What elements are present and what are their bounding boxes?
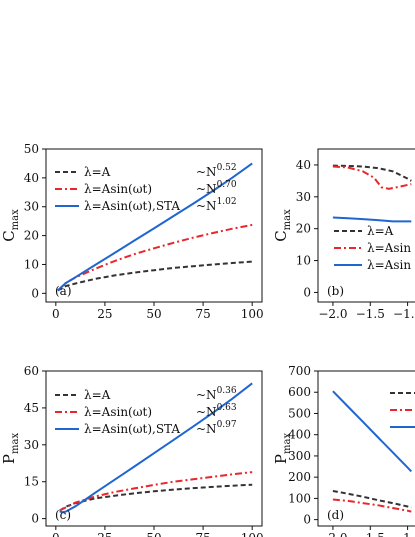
x-tick-label-c-2: 50	[146, 531, 161, 537]
x-tick-label-d-0: −2.0	[318, 531, 347, 537]
chart-panel-a: 0 25 50 75 100 0 10 20 30 40 50 Cmax (a) λ=A ~N0.52 λ=A…	[0, 142, 264, 321]
y-tick-label-c-3: 45	[24, 401, 39, 415]
legend-label-a-0: λ=A	[84, 165, 111, 179]
y-tick-label-c-2: 30	[24, 438, 39, 452]
series-line-a-2	[57, 162, 253, 292]
y-tick-label-b-4: 40	[296, 158, 311, 172]
y-tick-label-a-1: 10	[24, 257, 39, 271]
y-tick-label-b-2: 20	[296, 222, 311, 236]
x-tick-label-b-0: −2.0	[318, 307, 347, 321]
legend-label-c-2: λ=Asin(ωt),STA	[84, 422, 180, 436]
legend-label-a-2: λ=Asin(ωt),STA	[84, 199, 180, 213]
series-line-a-1	[57, 223, 253, 292]
legend-label-c-0: λ=A	[84, 388, 111, 402]
y-axis-label-d: Pmax	[272, 433, 293, 465]
x-tick-label-a-0: 0	[52, 307, 60, 321]
x-tick-label-d-1: −1.5	[356, 531, 385, 537]
y-tick-label-b-3: 30	[296, 190, 311, 204]
x-tick-label-c-3: 75	[195, 531, 210, 537]
x-tick-label-b-2: −1.0	[393, 307, 415, 321]
series-line-b-1	[332, 165, 412, 190]
plot-frame-d	[317, 370, 415, 527]
y-tick-label-a-2: 20	[24, 229, 39, 243]
x-tick-label-c-4: 100	[241, 531, 264, 537]
y-tick-label-a-3: 30	[24, 200, 39, 214]
x-tick-label-c-1: 25	[97, 531, 112, 537]
chart-panel-d: −2.0 −1.5 −1.0 0 100 200 300 400 500 600 700 Pmax (d…	[272, 364, 415, 537]
y-tick-label-a-4: 40	[24, 171, 39, 185]
panel-label-a: (a)	[55, 284, 72, 298]
series-line-c-2	[59, 382, 253, 514]
x-tick-label-c-0: 0	[52, 531, 60, 537]
legend-scaling-c-1: ~N0.63	[196, 403, 237, 419]
series-line-d-2	[332, 390, 413, 473]
x-tick-label-d-2: −1.0	[393, 531, 415, 537]
legend-label-a-1: λ=Asin(ωt)	[84, 182, 152, 196]
x-tick-label-a-2: 50	[146, 307, 161, 321]
legend-scaling-c-2: ~N0.97	[196, 420, 237, 436]
y-tick-label-d-1: 100	[288, 491, 311, 505]
series-line-a-0	[57, 260, 253, 292]
legend-scaling-a-0: ~N0.52	[196, 163, 237, 179]
chart-panel-b: −2.0 −1.5 −1.0 0 10 20 30 40 Cmax (b) λ=A λ=Asin λ=A…	[272, 148, 415, 321]
x-tick-label-a-3: 75	[195, 307, 210, 321]
y-tick-label-c-4: 60	[24, 364, 39, 378]
y-tick-label-d-6: 600	[288, 385, 311, 399]
y-tick-label-d-4: 400	[288, 428, 311, 442]
x-tick-label-a-1: 25	[97, 307, 112, 321]
y-tick-label-d-3: 300	[288, 449, 311, 463]
y-tick-label-c-1: 15	[24, 475, 39, 489]
legend-label-b-2: λ=Asin	[367, 258, 411, 272]
series-line-d-0	[332, 490, 412, 509]
panel-label-c: (c)	[55, 508, 71, 522]
y-tick-label-c-0: 0	[31, 512, 39, 526]
legend-label-b-1: λ=Asin	[367, 241, 411, 255]
y-tick-label-d-2: 200	[288, 470, 311, 484]
series-line-d-1	[332, 498, 412, 513]
series-line-b-0	[332, 164, 412, 182]
panel-label-d: (d)	[327, 508, 344, 522]
chart-panel-c: 0255075100015304560PmaxN(c)λ=A~N0.36λ=As…	[0, 364, 264, 537]
y-axis-label-c: Pmax	[0, 433, 21, 465]
legend-scaling-a-2: ~N1.02	[196, 197, 237, 213]
y-tick-label-d-5: 500	[288, 406, 311, 420]
legend-scaling-a-1: ~N0.70	[196, 180, 237, 196]
series-line-c-1	[59, 471, 253, 512]
legend-scaling-c-0: ~N0.36	[196, 386, 237, 402]
y-tick-label-b-0: 0	[303, 285, 311, 299]
y-tick-label-a-5: 50	[24, 142, 39, 156]
y-tick-label-a-0: 0	[31, 286, 39, 300]
x-tick-label-a-4: 100	[241, 307, 264, 321]
y-tick-label-d-7: 700	[288, 364, 311, 378]
plot-frame-b	[317, 148, 415, 303]
legend-label-c-1: λ=Asin(ωt)	[84, 405, 152, 419]
y-axis-label-a: Cmax	[0, 209, 21, 242]
y-axis-label-b: Cmax	[272, 209, 293, 242]
legend-label-b-0: λ=A	[367, 224, 394, 238]
series-line-b-2	[332, 216, 412, 223]
y-tick-label-b-1: 10	[296, 254, 311, 268]
panel-label-b: (b)	[327, 284, 344, 298]
x-tick-label-b-1: −1.5	[356, 307, 385, 321]
y-tick-label-d-0: 0	[303, 513, 311, 527]
